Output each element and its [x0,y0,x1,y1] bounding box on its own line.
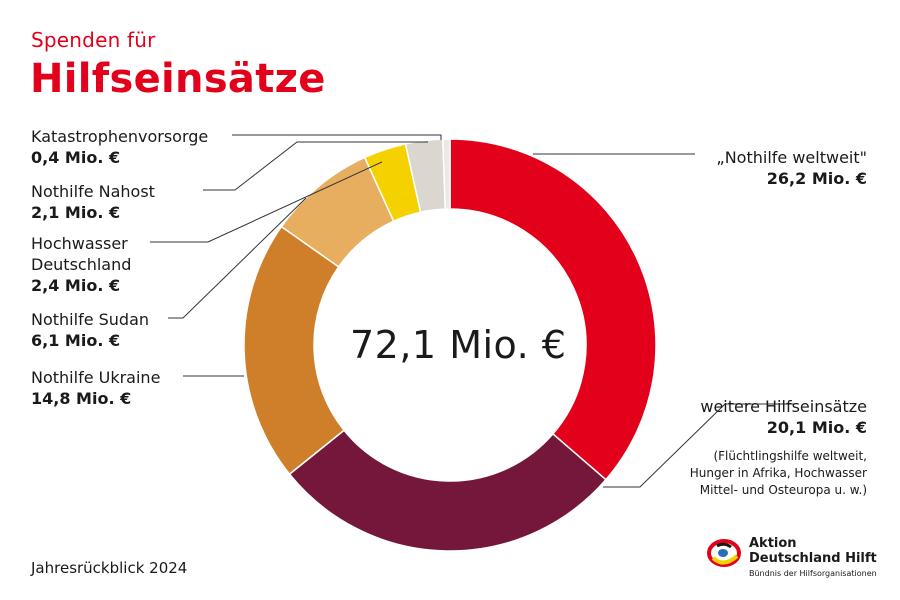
chart-title: Hilfseinsätze [30,56,326,102]
label-weitere-hilfseinsaetze: weitere Hilfseinsätze 20,1 Mio. € (Flüch… [667,396,867,499]
label-name: Nothilfe Nahost [31,182,155,201]
label-note: (Flüchtlingshilfe weltweit, Hunger in Af… [689,449,867,497]
label-value: 2,1 Mio. € [31,203,121,222]
label-value: 6,1 Mio. € [31,331,121,350]
label-value: 14,8 Mio. € [31,389,132,408]
label-name: Hochwasser Deutschland [31,234,132,274]
label-nothilfe-nahost: Nothilfe Nahost 2,1 Mio. € [31,181,155,223]
label-name: Nothilfe Sudan [31,310,150,329]
leader-line-weitere-hilfseinsaetze [603,403,795,488]
leader-line-katastrophenvorsorge [232,134,442,140]
chart-subtitle: Spenden für [31,28,156,52]
leader-line-nothilfe-nahost [203,141,428,191]
label-nothilfe-weltweit: „Nothilfe weltweit" 26,2 Mio. € [716,147,867,189]
logo-line-2: Deutschland Hilft [749,551,877,566]
logo-icon [707,539,741,567]
leader-line-nothilfe-sudan [168,197,307,319]
slice-weitere-hilfseinsaetze [288,429,607,552]
label-value: 20,1 Mio. € [766,418,867,437]
label-nothilfe-sudan: Nothilfe Sudan 6,1 Mio. € [31,309,149,351]
logo-tagline: Bündnis der Hilfsorganisationen [749,569,877,578]
label-value: 26,2 Mio. € [766,169,867,188]
label-name: Katastrophenvorsorge [31,127,209,146]
footer-year: Jahresrückblick 2024 [31,559,188,577]
label-value: 0,4 Mio. € [31,148,121,167]
slice-katastrophenvorsorge [442,138,451,210]
label-name: weitere Hilfseinsätze [700,397,867,416]
logo-line-1: Aktion [749,536,797,551]
label-name: „Nothilfe weltweit" [716,148,867,167]
slice-nothilfe-ukraine [243,225,346,476]
total-label: 72,1 Mio. € [350,323,567,367]
label-name: Nothilfe Ukraine [31,368,161,387]
leader-line-hochwasser-deutschland [150,161,383,243]
slice-nothilfe-weltweit [449,138,657,481]
label-nothilfe-ukraine: Nothilfe Ukraine 14,8 Mio. € [31,367,160,409]
label-hochwasser-deutschland: Hochwasser Deutschland 2,4 Mio. € [31,233,151,296]
logo-wordmark: Aktion Deutschland Hilft [749,536,877,566]
label-value: 2,4 Mio. € [31,276,121,295]
label-katastrophenvorsorge: Katastrophenvorsorge 0,4 Mio. € [31,126,208,168]
